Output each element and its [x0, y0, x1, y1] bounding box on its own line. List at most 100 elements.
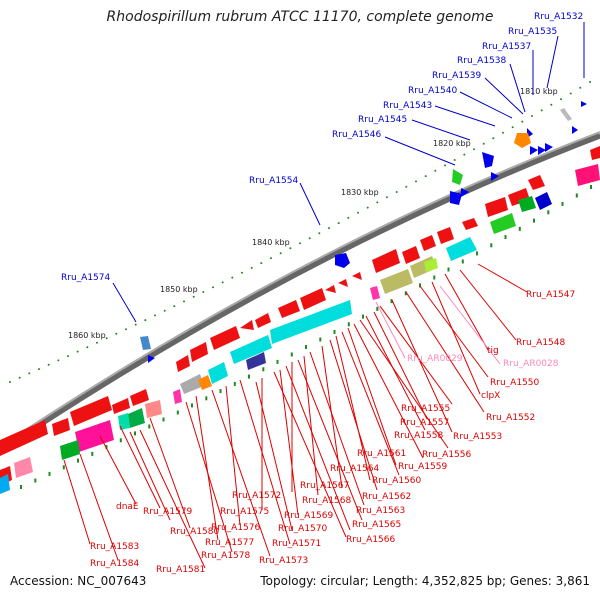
- gene-label-Rru_A1557: Rru_A1557: [400, 418, 449, 428]
- scale-dot: [453, 159, 456, 161]
- scale-dot: [96, 341, 98, 344]
- minor-tick: [476, 251, 478, 256]
- scale-dot: [328, 227, 330, 230]
- minor-tick: [533, 218, 535, 223]
- gene-label-Rru_A1581: Rru_A1581: [156, 565, 205, 575]
- gene-label-Rru_A1545: Rru_A1545: [358, 115, 407, 125]
- scale-dot-ring: [9, 81, 592, 489]
- gene-label-Rru_A1578: Rru_A1578: [201, 551, 250, 561]
- forward-labels: Rru_A1532 Rru_A1535 Rru_A1537 Rru_A1538 …: [61, 12, 583, 283]
- gene-label-Rru_AR0028: Rru_AR0028: [503, 359, 559, 369]
- gene-label-Rru_A1553: Rru_A1553: [453, 432, 502, 442]
- gene-label-Rru_A1576: Rru_A1576: [211, 523, 260, 533]
- minor-tick: [248, 374, 250, 379]
- gene-label-Rru_A1559: Rru_A1559: [398, 462, 447, 472]
- scale-dot: [347, 216, 350, 219]
- scale-dot: [241, 271, 243, 274]
- gene-label-Rru_A1569: Rru_A1569: [284, 511, 333, 521]
- scale-label-1820: 1820 kbp: [433, 139, 471, 148]
- gene-label-Rru_A1537: Rru_A1537: [482, 42, 531, 52]
- scale-dot: [144, 319, 147, 322]
- minor-tick: [490, 243, 493, 248]
- reverse-genes: [0, 146, 600, 494]
- gene-label-Rru_A1552: Rru_A1552: [486, 413, 535, 423]
- minor-tick: [105, 445, 108, 450]
- scale-labels: 1810 kbp 1820 kbp 1830 kbp 1840 kbp 1850…: [68, 87, 558, 340]
- scale-dot: [502, 131, 504, 134]
- scale-dot: [212, 286, 214, 289]
- scale-dot: [531, 115, 533, 117]
- scale-dot: [163, 309, 166, 312]
- gene-label-Rru_A1584: Rru_A1584: [90, 559, 139, 569]
- gene-label-Rru_A1547: Rru_A1547: [526, 290, 575, 300]
- minor-tick: [547, 210, 550, 215]
- forward-genes: [140, 101, 587, 363]
- rna-label-leaders: [375, 285, 501, 365]
- scale-dot: [105, 337, 108, 340]
- scale-dot: [134, 323, 137, 326]
- scale-label-1850: 1850 kbp: [160, 285, 198, 294]
- gene-label-Rru_A1573: Rru_A1573: [259, 556, 308, 566]
- scale-dot: [279, 252, 282, 255]
- minor-tick: [34, 478, 37, 483]
- map-title: Rhodospirillum rubrum ATCC 11170, comple…: [106, 9, 494, 25]
- scale-label-1810: 1810 kbp: [520, 87, 558, 96]
- scale-dot: [38, 368, 40, 371]
- scale-dot: [28, 372, 31, 375]
- scale-dot: [318, 232, 321, 235]
- minor-tick: [276, 359, 279, 364]
- minor-tick: [376, 306, 379, 311]
- minor-tick: [148, 424, 151, 429]
- minor-tick: [20, 485, 22, 489]
- scale-dot: [415, 180, 417, 183]
- scale-dot: [473, 148, 475, 151]
- scale-dot: [540, 109, 543, 112]
- gene-label-Rru_A1567: Rru_A1567: [300, 481, 349, 491]
- scale-dot: [183, 300, 185, 303]
- scale-dot: [386, 196, 388, 199]
- minor-tick: [134, 431, 136, 436]
- scale-dot: [482, 142, 485, 145]
- gene-label-Rru_A1580: Rru_A1580: [170, 527, 219, 537]
- gene-label-Rru_A1575: Rru_A1575: [220, 507, 269, 517]
- gene-label-Rru_A1558: Rru_A1558: [394, 431, 443, 441]
- genome-backbone: [0, 131, 600, 453]
- gene-label-Rru_A1535: Rru_A1535: [508, 27, 557, 37]
- minor-tick: [419, 283, 421, 288]
- scale-dot: [366, 206, 369, 209]
- gene-label-Rru_A1550: Rru_A1550: [490, 378, 539, 388]
- scale-dot: [173, 305, 176, 308]
- minor-tick: [262, 367, 265, 372]
- minor-tick: [77, 458, 79, 463]
- minor-tick: [561, 201, 564, 206]
- scale-dot: [270, 257, 272, 260]
- scale-dot: [125, 328, 127, 331]
- scale-dot: [67, 355, 69, 358]
- gene-label-Rru_A1556: Rru_A1556: [422, 450, 471, 460]
- minor-tick: [48, 471, 51, 476]
- scale-dot: [560, 98, 562, 101]
- minor-tick: [290, 352, 293, 357]
- scale-dot: [299, 242, 301, 245]
- minor-tick: [447, 267, 450, 272]
- gene-label-Rru_A1568: Rru_A1568: [302, 496, 351, 506]
- gene-label-Rru_A1543: Rru_A1543: [383, 101, 432, 111]
- scale-dot: [192, 295, 195, 298]
- scale-dot: [260, 262, 263, 265]
- minor-tick: [333, 329, 336, 334]
- minor-tick: [162, 417, 165, 422]
- scale-dot: [289, 247, 292, 250]
- scale-dot: [395, 191, 398, 193]
- minor-tick: [219, 389, 222, 394]
- scale-dot: [444, 164, 446, 167]
- scale-dot: [337, 222, 340, 225]
- minor-tick: [347, 322, 350, 327]
- minor-tick: [62, 465, 65, 470]
- gene-label-Rru_A1562: Rru_A1562: [362, 492, 411, 502]
- minor-tick: [390, 299, 393, 304]
- scale-dot: [589, 81, 591, 83]
- scale-dot: [463, 153, 466, 156]
- gene-label-Rru_A1570: Rru_A1570: [278, 524, 327, 534]
- gene-label-tig: tig: [487, 346, 499, 356]
- gene-label-Rru_A1532: Rru_A1532: [534, 12, 583, 22]
